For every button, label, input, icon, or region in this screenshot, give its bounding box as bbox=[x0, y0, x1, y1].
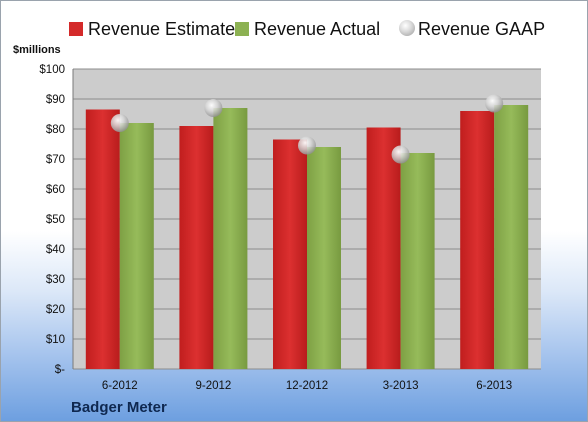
y-tick-label: $100 bbox=[39, 64, 65, 76]
marker-revenue-gaap bbox=[110, 114, 129, 132]
bar-revenue-estimate bbox=[273, 139, 307, 369]
marker-revenue-gaap bbox=[485, 94, 504, 113]
bar-revenue-actual bbox=[494, 105, 529, 369]
x-tick-label: 6-2013 bbox=[476, 380, 512, 392]
y-tick-label: $30 bbox=[46, 274, 65, 286]
legend-marker-gaap bbox=[399, 20, 415, 36]
bar-revenue-actual bbox=[119, 123, 154, 369]
y-axis-unit-label: $millions bbox=[13, 44, 61, 56]
legend-swatch-estimate bbox=[69, 22, 83, 36]
y-tick-label: $50 bbox=[46, 214, 65, 226]
company-name: Badger Meter bbox=[71, 399, 167, 416]
chart-legend: Revenue Estimate Revenue Actual Revenue … bbox=[1, 11, 587, 47]
x-tick-label: 9-2012 bbox=[195, 380, 231, 392]
x-tick-label: 3-2013 bbox=[383, 380, 419, 392]
bar-revenue-estimate bbox=[366, 127, 401, 369]
bar-revenue-estimate bbox=[460, 111, 495, 369]
y-tick-label: $60 bbox=[46, 184, 65, 196]
y-tick-label: $40 bbox=[46, 244, 65, 256]
x-tick-label: 6-2012 bbox=[102, 380, 138, 392]
marker-revenue-gaap bbox=[298, 136, 316, 155]
legend-label-actual: Revenue Actual bbox=[254, 19, 381, 39]
y-tick-label: $90 bbox=[46, 94, 65, 106]
x-tick-label: 12-2012 bbox=[286, 380, 328, 392]
marker-revenue-gaap bbox=[391, 145, 410, 164]
y-tick-label: $80 bbox=[46, 124, 65, 136]
bar-revenue-estimate bbox=[179, 126, 214, 369]
y-tick-label: $20 bbox=[46, 304, 65, 316]
legend-swatch-actual bbox=[235, 22, 249, 36]
legend-label-estimate: Revenue Estimate bbox=[88, 19, 236, 39]
legend-label-gaap: Revenue GAAP bbox=[418, 19, 546, 39]
marker-revenue-gaap bbox=[204, 99, 223, 117]
y-tick-label: $70 bbox=[46, 154, 65, 166]
bar-revenue-actual bbox=[213, 108, 248, 369]
bar-revenue-actual bbox=[307, 147, 341, 369]
y-tick-label: $- bbox=[55, 364, 65, 376]
bar-revenue-estimate bbox=[85, 109, 120, 369]
bar-revenue-actual bbox=[400, 153, 435, 369]
y-tick-label: $10 bbox=[46, 334, 65, 346]
